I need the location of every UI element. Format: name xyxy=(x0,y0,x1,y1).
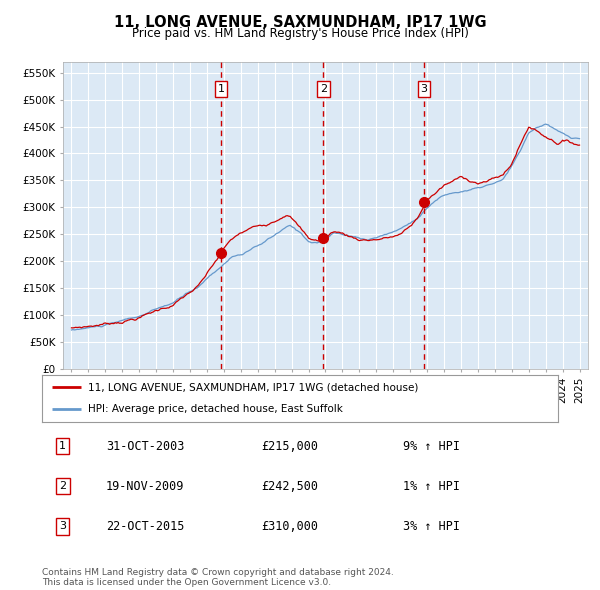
Text: 11, LONG AVENUE, SAXMUNDHAM, IP17 1WG: 11, LONG AVENUE, SAXMUNDHAM, IP17 1WG xyxy=(113,15,487,30)
Text: 1: 1 xyxy=(59,441,66,451)
Text: 3: 3 xyxy=(59,522,66,531)
Text: Contains HM Land Registry data © Crown copyright and database right 2024.
This d: Contains HM Land Registry data © Crown c… xyxy=(42,568,394,587)
Text: 2: 2 xyxy=(320,84,327,94)
Text: 1% ↑ HPI: 1% ↑ HPI xyxy=(403,480,460,493)
Text: £310,000: £310,000 xyxy=(261,520,318,533)
Text: 22-OCT-2015: 22-OCT-2015 xyxy=(106,520,184,533)
Text: £242,500: £242,500 xyxy=(261,480,318,493)
Text: 3% ↑ HPI: 3% ↑ HPI xyxy=(403,520,460,533)
Text: 1: 1 xyxy=(218,84,224,94)
Text: HPI: Average price, detached house, East Suffolk: HPI: Average price, detached house, East… xyxy=(88,404,343,414)
Text: 9% ↑ HPI: 9% ↑ HPI xyxy=(403,440,460,453)
Text: 2: 2 xyxy=(59,481,66,491)
Text: £215,000: £215,000 xyxy=(261,440,318,453)
Text: 31-OCT-2003: 31-OCT-2003 xyxy=(106,440,184,453)
Text: 19-NOV-2009: 19-NOV-2009 xyxy=(106,480,184,493)
Text: 11, LONG AVENUE, SAXMUNDHAM, IP17 1WG (detached house): 11, LONG AVENUE, SAXMUNDHAM, IP17 1WG (d… xyxy=(88,382,419,392)
Text: Price paid vs. HM Land Registry's House Price Index (HPI): Price paid vs. HM Land Registry's House … xyxy=(131,27,469,40)
Text: 3: 3 xyxy=(421,84,427,94)
